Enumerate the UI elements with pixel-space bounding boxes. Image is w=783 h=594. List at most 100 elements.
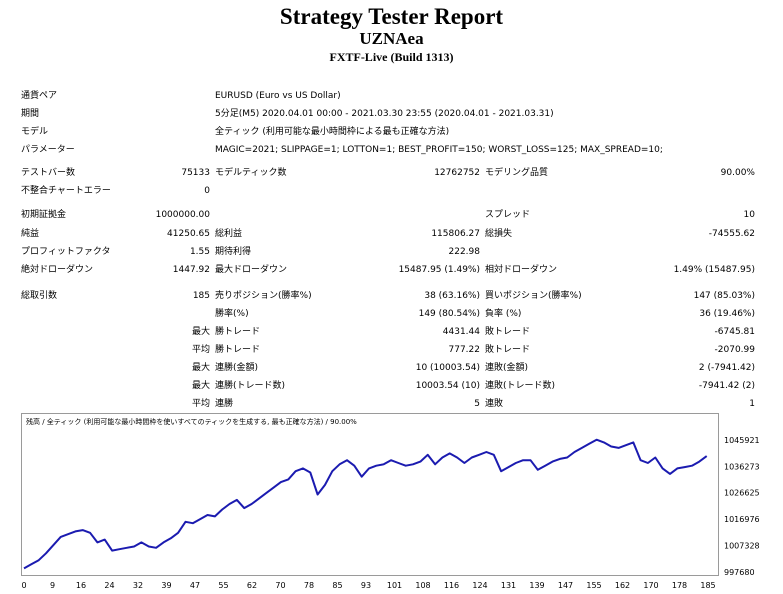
max-win-trade-label: 勝トレード bbox=[215, 327, 261, 337]
model-quality-label: モデリング品質 bbox=[485, 168, 549, 178]
avg-loss-trade-value: -2070.99 bbox=[714, 345, 755, 355]
max-cons-loss-label: 連敗(トレード数) bbox=[485, 381, 556, 391]
avg-cons-wins-label: 連勝 bbox=[215, 399, 234, 409]
profit-factor-label: プロフィットファクタ bbox=[21, 247, 111, 257]
win-rate-value: 149 (80.54%) bbox=[418, 309, 480, 319]
x-tick-label: 147 bbox=[558, 581, 573, 590]
x-tick-label: 70 bbox=[275, 581, 285, 590]
test-bars-value: 75133 bbox=[181, 168, 210, 178]
x-tick-label: 170 bbox=[643, 581, 658, 590]
abs-dd-label: 絶対ドローダウン bbox=[21, 265, 94, 275]
max-dd-value: 15487.95 (1.49%) bbox=[398, 265, 480, 275]
mismatch-label: 不整合チャートエラー bbox=[21, 186, 111, 196]
x-tick-label: 155 bbox=[586, 581, 601, 590]
gross-loss-label: 総損失 bbox=[485, 229, 513, 239]
short-positions-value: 38 (63.16%) bbox=[424, 291, 480, 301]
gross-loss-value: -74555.62 bbox=[708, 229, 755, 239]
rel-dd-label: 相対ドローダウン bbox=[485, 265, 558, 275]
y-tick-label: 1045921 bbox=[724, 436, 760, 445]
avg-win-trade-label: 勝トレード bbox=[215, 345, 261, 355]
test-bars-label: テストバー数 bbox=[21, 168, 76, 178]
rel-dd-value: 1.49% (15487.95) bbox=[673, 265, 755, 275]
x-tick-label: 32 bbox=[133, 581, 143, 590]
net-profit-value: 41250.65 bbox=[167, 229, 210, 239]
x-tick-label: 55 bbox=[218, 581, 228, 590]
x-tick-label: 93 bbox=[361, 581, 371, 590]
avg-label: 平均 bbox=[191, 345, 210, 355]
loss-rate-value: 36 (19.46%) bbox=[699, 309, 755, 319]
period-label: 期間 bbox=[21, 109, 40, 119]
max-cons-profit-value: 10003.54 (10) bbox=[415, 381, 480, 391]
long-positions-label: 買いポジション(勝率%) bbox=[485, 291, 582, 301]
x-tick-label: 47 bbox=[190, 581, 200, 590]
deposit-value: 1000000.00 bbox=[155, 210, 210, 220]
max-cons-losses-value: 2 (-7941.42) bbox=[698, 363, 755, 373]
deposit-label: 初期証拠金 bbox=[21, 210, 67, 220]
x-tick-label: 139 bbox=[529, 581, 544, 590]
loss-rate-label: 負率 (%) bbox=[485, 309, 522, 319]
x-tick-label: 185 bbox=[700, 581, 715, 590]
avg-cons-wins-value: 5 bbox=[474, 399, 480, 409]
short-positions-label: 売りポジション(勝率%) bbox=[215, 291, 312, 301]
max-win-trade-value: 4431.44 bbox=[442, 327, 480, 337]
y-tick-label: 997680 bbox=[724, 568, 755, 577]
max-loss-trade-value: -6745.81 bbox=[714, 327, 755, 337]
model-ticks-value: 12762752 bbox=[434, 168, 480, 178]
x-tick-label: 62 bbox=[247, 581, 257, 590]
x-tick-label: 124 bbox=[472, 581, 487, 590]
x-tick-label: 0 bbox=[21, 581, 26, 590]
x-tick-label: 16 bbox=[76, 581, 86, 590]
profit-factor-value: 1.55 bbox=[189, 247, 210, 257]
model-value: 全ティック (利用可能な最小時間枠による最も正確な方法) bbox=[215, 127, 450, 137]
mismatch-value: 0 bbox=[204, 186, 210, 196]
win-rate-label: 勝率(%) bbox=[215, 309, 249, 319]
period-value: 5分足(M5) 2020.04.01 00:00 - 2021.03.30 23… bbox=[215, 109, 554, 119]
report-title: Strategy Tester Report bbox=[279, 4, 504, 29]
x-tick-label: 162 bbox=[615, 581, 630, 590]
max-cons-wins-label: 連勝(金額) bbox=[215, 363, 259, 373]
x-tick-label: 39 bbox=[161, 581, 171, 590]
avg-label: 平均 bbox=[191, 399, 210, 409]
abs-dd-value: 1447.92 bbox=[172, 265, 210, 275]
avg-win-trade-value: 777.22 bbox=[448, 345, 481, 355]
params-value: MAGIC=2021; SLIPPAGE=1; LOTTON=1; BEST_P… bbox=[215, 145, 663, 155]
y-tick-label: 1007328 bbox=[724, 542, 760, 551]
gross-profit-label: 総利益 bbox=[215, 229, 243, 239]
x-tick-label: 78 bbox=[304, 581, 314, 590]
net-profit-label: 純益 bbox=[21, 229, 40, 239]
expected-payoff-value: 222.98 bbox=[448, 247, 481, 257]
spread-value: 10 bbox=[743, 210, 755, 220]
max-dd-label: 最大ドローダウン bbox=[215, 265, 288, 275]
x-tick-label: 9 bbox=[50, 581, 55, 590]
server-build: FXTF-Live (Build 1313) bbox=[329, 50, 454, 64]
params-label: パラメーター bbox=[21, 145, 75, 155]
balance-chart-frame bbox=[21, 413, 719, 576]
model-quality-value: 90.00% bbox=[720, 168, 755, 178]
pair-label: 通貨ペア bbox=[21, 91, 58, 101]
avg-loss-trade-label: 敗トレード bbox=[485, 345, 531, 355]
max-label: 最大 bbox=[191, 363, 210, 373]
total-trades-value: 185 bbox=[192, 291, 210, 301]
x-tick-label: 85 bbox=[332, 581, 342, 590]
pair-value: EURUSD (Euro vs US Dollar) bbox=[215, 91, 341, 101]
spread-label: スプレッド bbox=[485, 210, 531, 220]
gross-profit-value: 115806.27 bbox=[431, 229, 480, 239]
long-positions-value: 147 (85.03%) bbox=[693, 291, 755, 301]
balance-series-line bbox=[23, 438, 708, 570]
ea-name: UZNAea bbox=[359, 29, 424, 48]
model-ticks-label: モデルティック数 bbox=[215, 168, 287, 178]
max-cons-profit-label: 連勝(トレード数) bbox=[215, 381, 286, 391]
x-tick-label: 24 bbox=[104, 581, 114, 590]
avg-cons-losses-label: 連敗 bbox=[485, 399, 504, 409]
model-label: モデル bbox=[21, 127, 49, 137]
total-trades-label: 総取引数 bbox=[21, 291, 58, 301]
max-loss-trade-label: 敗トレード bbox=[485, 327, 531, 337]
max-cons-wins-value: 10 (10003.54) bbox=[415, 363, 480, 373]
chart-caption: 残高 / 全ティック (利用可能な最小時間枠を使いすべてのティックを生成する, … bbox=[26, 418, 357, 426]
y-tick-label: 1036273 bbox=[724, 462, 760, 471]
max-cons-losses-label: 連敗(金額) bbox=[485, 363, 529, 373]
max-label: 最大 bbox=[191, 381, 210, 391]
x-tick-label: 116 bbox=[444, 581, 459, 590]
x-tick-label: 131 bbox=[501, 581, 516, 590]
